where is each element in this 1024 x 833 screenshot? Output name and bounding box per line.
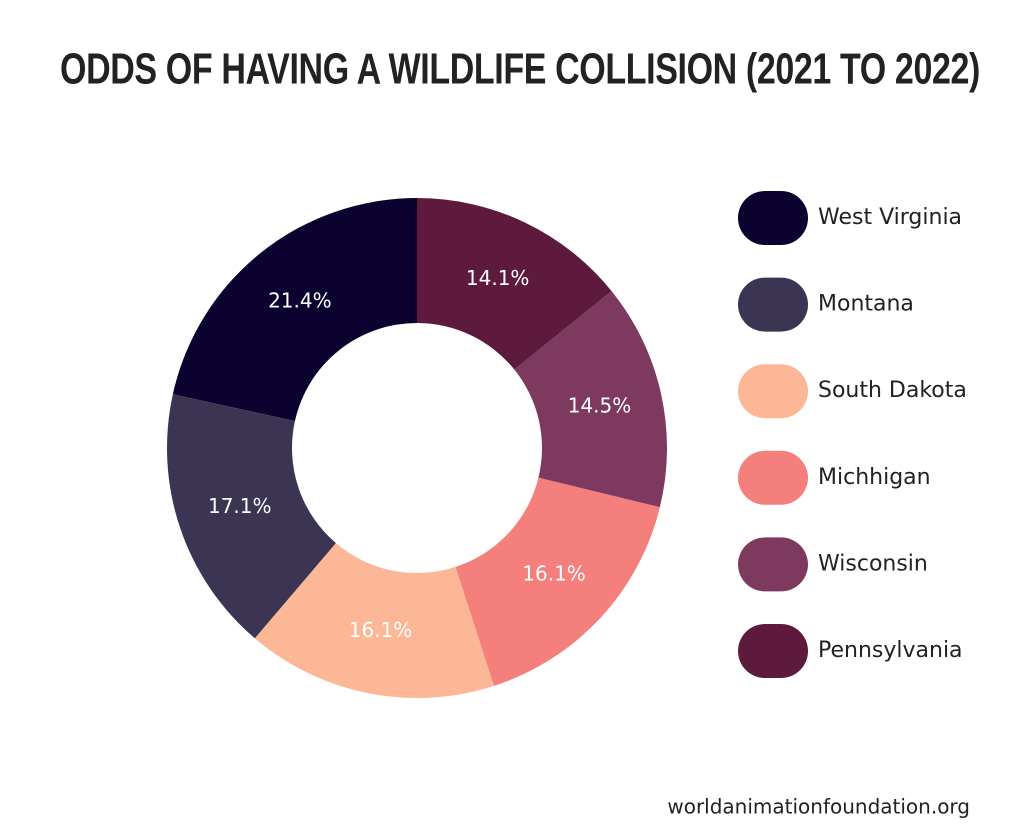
legend-swatch xyxy=(738,624,808,678)
slice xyxy=(455,477,660,686)
legend-swatch xyxy=(738,191,808,245)
legend-swatch xyxy=(738,364,808,419)
value-label: 16.1% xyxy=(349,618,413,642)
slice xyxy=(167,394,336,639)
value-label: 16.1% xyxy=(522,562,586,586)
legend-label: Pennsylvania xyxy=(818,638,963,663)
footer: worldanimationfoundation.org xyxy=(667,795,970,819)
slice xyxy=(172,198,417,422)
legend-label: South Dakota xyxy=(818,378,967,403)
legend-label: Michhigan xyxy=(818,465,931,490)
slice xyxy=(254,543,495,698)
legend-swatch xyxy=(738,537,808,592)
slice xyxy=(514,291,667,508)
value-label: 14.1% xyxy=(466,266,530,290)
legend-label: Montana xyxy=(818,292,914,317)
legend-label: Wisconsin xyxy=(818,551,928,576)
slice xyxy=(417,198,612,370)
chart-title: ODDS OF HAVING A WILDLIFE COLLISION (202… xyxy=(60,45,980,94)
legend-label: West Virginia xyxy=(818,205,962,230)
legend-swatch xyxy=(738,450,808,505)
value-label: 14.5% xyxy=(568,394,632,418)
legend-swatch xyxy=(738,277,808,332)
value-label: 17.1% xyxy=(208,494,272,518)
value-label: 21.4% xyxy=(268,289,332,313)
